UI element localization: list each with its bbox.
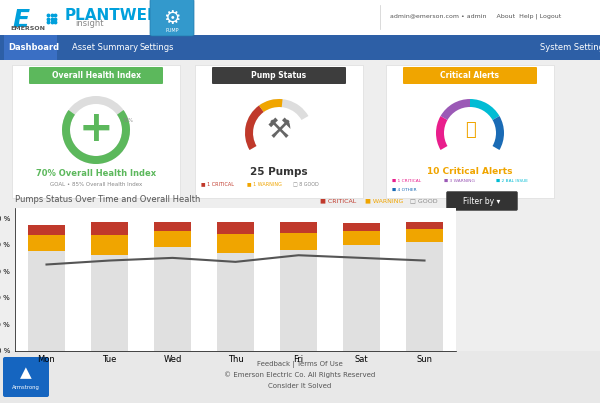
- Text: Critical Alerts: Critical Alerts: [440, 71, 499, 80]
- FancyBboxPatch shape: [0, 60, 600, 353]
- Text: ■ 1 WARNING: ■ 1 WARNING: [247, 181, 282, 187]
- Bar: [343, 245, 380, 351]
- Text: Dashboard: Dashboard: [8, 43, 59, 52]
- Bar: [217, 222, 254, 234]
- Text: E: E: [12, 8, 29, 32]
- Text: Pump Status: Pump Status: [251, 71, 307, 80]
- FancyBboxPatch shape: [0, 0, 600, 35]
- Text: System Settings ▾: System Settings ▾: [540, 43, 600, 52]
- Text: ■ 4 OTHER: ■ 4 OTHER: [392, 188, 416, 192]
- Text: Armstrong: Armstrong: [12, 384, 40, 390]
- Text: EMERSON: EMERSON: [10, 27, 45, 31]
- Text: 70%: 70%: [123, 118, 134, 123]
- Wedge shape: [436, 116, 448, 150]
- Text: 🔔: 🔔: [464, 121, 475, 139]
- Text: Settings: Settings: [140, 43, 175, 52]
- Text: admin@emerson.com • admin     About  Help | Logout: admin@emerson.com • admin About Help | L…: [390, 13, 561, 19]
- FancyBboxPatch shape: [0, 351, 600, 403]
- Text: PLANTWEB: PLANTWEB: [65, 8, 160, 23]
- Bar: [91, 255, 128, 351]
- FancyBboxPatch shape: [212, 67, 346, 84]
- Text: Asset Summary: Asset Summary: [72, 43, 138, 52]
- Text: ■ 2 BAL ISSUE: ■ 2 BAL ISSUE: [496, 179, 528, 183]
- Wedge shape: [245, 99, 308, 150]
- Wedge shape: [259, 99, 283, 112]
- Bar: [406, 222, 443, 229]
- Bar: [280, 233, 317, 250]
- Text: 25 Pumps: 25 Pumps: [250, 167, 308, 177]
- Text: ⚒: ⚒: [266, 116, 292, 144]
- Bar: [217, 253, 254, 351]
- Text: 70% Overall Health Index: 70% Overall Health Index: [36, 170, 156, 179]
- Wedge shape: [62, 110, 130, 164]
- Bar: [91, 222, 128, 235]
- Wedge shape: [470, 99, 499, 120]
- Text: insight: insight: [75, 19, 104, 29]
- Bar: [406, 229, 443, 242]
- Bar: [28, 251, 65, 351]
- Bar: [154, 231, 191, 247]
- Bar: [280, 250, 317, 351]
- Bar: [91, 235, 128, 255]
- FancyBboxPatch shape: [403, 67, 537, 84]
- FancyBboxPatch shape: [29, 67, 163, 84]
- Text: ■ 3 WARNING: ■ 3 WARNING: [444, 179, 475, 183]
- Bar: [343, 231, 380, 245]
- FancyBboxPatch shape: [195, 65, 363, 198]
- Text: □ GOOD: □ GOOD: [410, 199, 437, 204]
- Bar: [343, 223, 380, 231]
- Text: GOAL • 85% Overall Health Index: GOAL • 85% Overall Health Index: [50, 181, 142, 187]
- Bar: [154, 247, 191, 351]
- FancyBboxPatch shape: [4, 35, 57, 60]
- Text: Consider It Solved: Consider It Solved: [268, 383, 332, 389]
- Text: □ 8 GOOD: □ 8 GOOD: [293, 181, 319, 187]
- Wedge shape: [493, 116, 504, 150]
- Wedge shape: [440, 99, 470, 120]
- Text: Pumps Status Over Time and Overall Health: Pumps Status Over Time and Overall Healt…: [15, 195, 200, 204]
- FancyBboxPatch shape: [386, 65, 554, 198]
- Text: ■ CRITICAL: ■ CRITICAL: [320, 199, 356, 204]
- Text: ■ 1 CRITICAL: ■ 1 CRITICAL: [201, 181, 234, 187]
- Text: 10 Critical Alerts: 10 Critical Alerts: [427, 168, 513, 177]
- Text: Feedback | Terms Of Use: Feedback | Terms Of Use: [257, 361, 343, 368]
- FancyBboxPatch shape: [3, 357, 49, 397]
- FancyBboxPatch shape: [0, 35, 600, 60]
- Text: ■ WARNING: ■ WARNING: [365, 199, 403, 204]
- Bar: [28, 235, 65, 251]
- Text: PUMP: PUMP: [165, 27, 179, 33]
- Text: +: +: [79, 108, 113, 150]
- Text: ⚙: ⚙: [163, 10, 181, 29]
- Text: © Emerson Electric Co. All Rights Reserved: © Emerson Electric Co. All Rights Reserv…: [224, 372, 376, 378]
- Wedge shape: [62, 96, 130, 164]
- Bar: [154, 222, 191, 231]
- Bar: [280, 222, 317, 233]
- Bar: [406, 242, 443, 351]
- FancyBboxPatch shape: [12, 65, 180, 198]
- Wedge shape: [245, 106, 264, 150]
- FancyBboxPatch shape: [150, 0, 194, 36]
- Bar: [28, 225, 65, 235]
- Text: Overall Health Index: Overall Health Index: [52, 71, 140, 80]
- Text: ■ 1 CRITICAL: ■ 1 CRITICAL: [392, 179, 421, 183]
- Text: Filter by ▾: Filter by ▾: [463, 197, 500, 206]
- FancyBboxPatch shape: [446, 191, 517, 210]
- Bar: [217, 234, 254, 253]
- Text: ▲: ▲: [20, 366, 32, 380]
